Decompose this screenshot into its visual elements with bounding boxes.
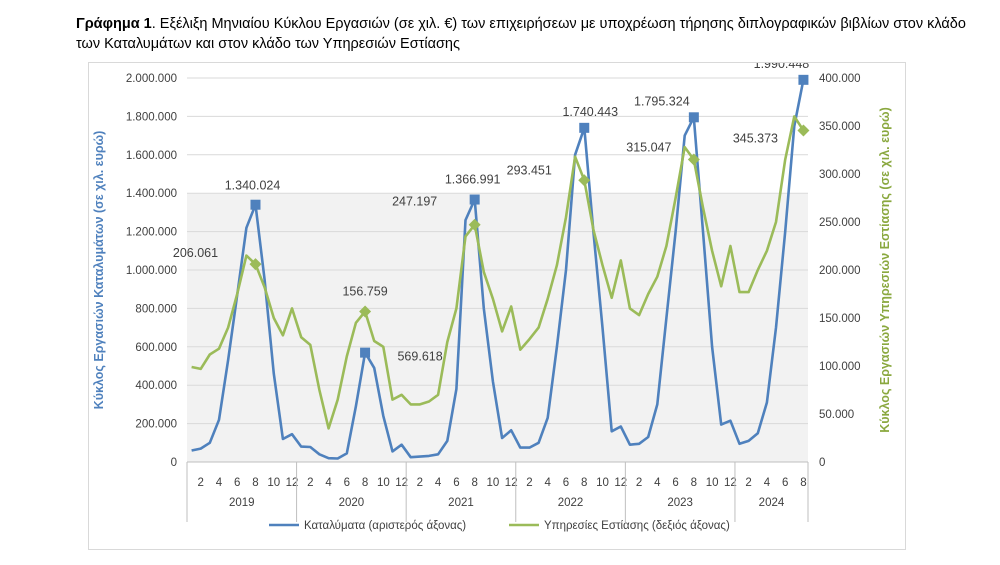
x-month-tick-label: 8: [362, 477, 368, 489]
chart-frame: 0 200.000 400.000 600.000 800.000 1.000.000 1.…: [88, 62, 906, 550]
data-label: 315.047: [626, 141, 671, 155]
x-month-tick-label: 12: [614, 477, 627, 489]
series1-marker: [469, 194, 480, 205]
y-left-tick-label: 400.000: [135, 380, 177, 392]
x-year-label: 2020: [339, 497, 365, 509]
data-label: 247.197: [392, 195, 437, 209]
x-month-tick-label: 12: [395, 477, 408, 489]
x-month-tick-label: 10: [267, 477, 280, 489]
x-month-tick-label: 12: [724, 477, 737, 489]
y-right-tick-label: 100.000: [819, 361, 861, 373]
y-left-tick-label: 1.000.000: [126, 265, 177, 277]
y-right-tick-label: 50.000: [819, 409, 854, 421]
data-label: 1.795.324: [634, 94, 690, 108]
series1-marker: [360, 347, 371, 358]
x-year-label: 2022: [558, 497, 584, 509]
x-month-tick-label: 10: [706, 477, 719, 489]
data-label: 206.061: [173, 246, 218, 260]
y-right-tick-label: 200.000: [819, 265, 861, 277]
series1-marker: [798, 74, 809, 85]
x-month-tick-label: 8: [252, 477, 258, 489]
y-left-tick-label: 800.000: [135, 303, 177, 315]
chart-caption: Γράφημα 1. Εξέλιξη Μηνιαίου Κύκλου Εργασ…: [76, 14, 976, 54]
x-month-tick-label: 8: [471, 477, 477, 489]
data-label: 156.759: [342, 285, 387, 299]
data-label: 1.366.991: [445, 173, 501, 187]
y-right-tick-label: 150.000: [819, 313, 861, 325]
x-month-tick-label: 6: [453, 477, 459, 489]
series1-marker: [250, 199, 261, 210]
y-left-tick-label: 0: [171, 457, 177, 469]
caption-prefix: Γράφημα 1: [76, 16, 152, 32]
x-month-tick-label: 4: [545, 477, 552, 489]
y-right-tick-label: 0: [819, 457, 825, 469]
data-label: 1.990.448: [754, 63, 810, 71]
series1-marker: [579, 122, 590, 133]
series2-marker: [468, 218, 481, 231]
data-label: 569.618: [397, 350, 442, 364]
y-right-axis-title: Κύκλος Εργασιών Υπηρεσιών Εστίασης (σε χ…: [878, 107, 892, 433]
y-left-tick-label: 1.800.000: [126, 111, 177, 123]
data-label: 1.740.443: [562, 105, 618, 119]
series2-marker: [578, 174, 591, 187]
data-label: 345.373: [733, 131, 778, 145]
x-year-label: 2024: [759, 497, 785, 509]
x-month-tick-label: 8: [800, 477, 806, 489]
x-month-tick-label: 2: [526, 477, 532, 489]
x-month-tick-label: 4: [764, 477, 771, 489]
line-chart: 0 200.000 400.000 600.000 800.000 1.000.000 1.…: [92, 63, 892, 532]
y-left-tick-label: 2.000.000: [126, 73, 177, 85]
caption-text: . Εξέλιξη Μηνιαίου Κύκλου Εργασιών (σε χ…: [76, 16, 966, 52]
y-left-tick-label: 1.400.000: [126, 188, 177, 200]
y-left-axis-title: Κύκλος Εργασιών Καταλυμάτων (σε χιλ. ευρ…: [92, 131, 106, 410]
x-year-label: 2023: [667, 497, 693, 509]
y-right-tick-label: 400.000: [819, 73, 861, 85]
x-month-tick-label: 6: [344, 477, 350, 489]
series2-marker: [249, 258, 262, 271]
x-month-tick-label: 2: [197, 477, 203, 489]
legend-label-series1: Καταλύματα (αριστερός άξονας): [304, 520, 466, 532]
series-line-2: [191, 115, 805, 430]
x-month-tick-label: 12: [286, 477, 299, 489]
x-year-label: 2019: [229, 497, 255, 509]
x-month-tick-label: 10: [377, 477, 390, 489]
y-right-tick-label: 350.000: [819, 121, 861, 133]
x-month-tick-label: 8: [691, 477, 697, 489]
y-left-tick-label: 600.000: [135, 342, 177, 354]
x-month-tick-label: 4: [325, 477, 332, 489]
series2-marker: [797, 124, 810, 137]
x-month-tick-label: 4: [435, 477, 442, 489]
y-left-tick-label: 200.000: [135, 419, 177, 431]
x-month-tick-label: 6: [234, 477, 240, 489]
x-month-tick-label: 12: [505, 477, 518, 489]
data-label: 1.340.024: [225, 179, 281, 193]
series2-marker: [359, 305, 372, 318]
x-month-tick-label: 6: [782, 477, 788, 489]
y-left-tick-label: 1.600.000: [126, 150, 177, 162]
x-month-tick-label: 6: [672, 477, 678, 489]
x-year-label: 2021: [448, 497, 474, 509]
series2-marker: [687, 153, 700, 166]
x-month-tick-label: 8: [581, 477, 587, 489]
y-right-tick-label: 250.000: [819, 217, 861, 229]
y-left-tick-label: 1.200.000: [126, 227, 177, 239]
series1-marker: [688, 112, 699, 123]
x-month-tick-label: 2: [745, 477, 751, 489]
x-month-tick-label: 6: [563, 477, 569, 489]
legend-label-series2: Υπηρεσίες Εστίασης (δεξιός άξονας): [544, 520, 730, 532]
x-month-tick-label: 4: [216, 477, 223, 489]
x-month-tick-label: 2: [636, 477, 642, 489]
x-month-tick-label: 4: [654, 477, 661, 489]
x-month-tick-label: 2: [417, 477, 423, 489]
data-label: 293.451: [507, 163, 552, 177]
series-line-1: [191, 79, 805, 460]
x-month-tick-label: 10: [487, 477, 500, 489]
y-right-tick-label: 300.000: [819, 169, 861, 181]
x-month-tick-label: 2: [307, 477, 313, 489]
x-month-tick-label: 10: [596, 477, 609, 489]
